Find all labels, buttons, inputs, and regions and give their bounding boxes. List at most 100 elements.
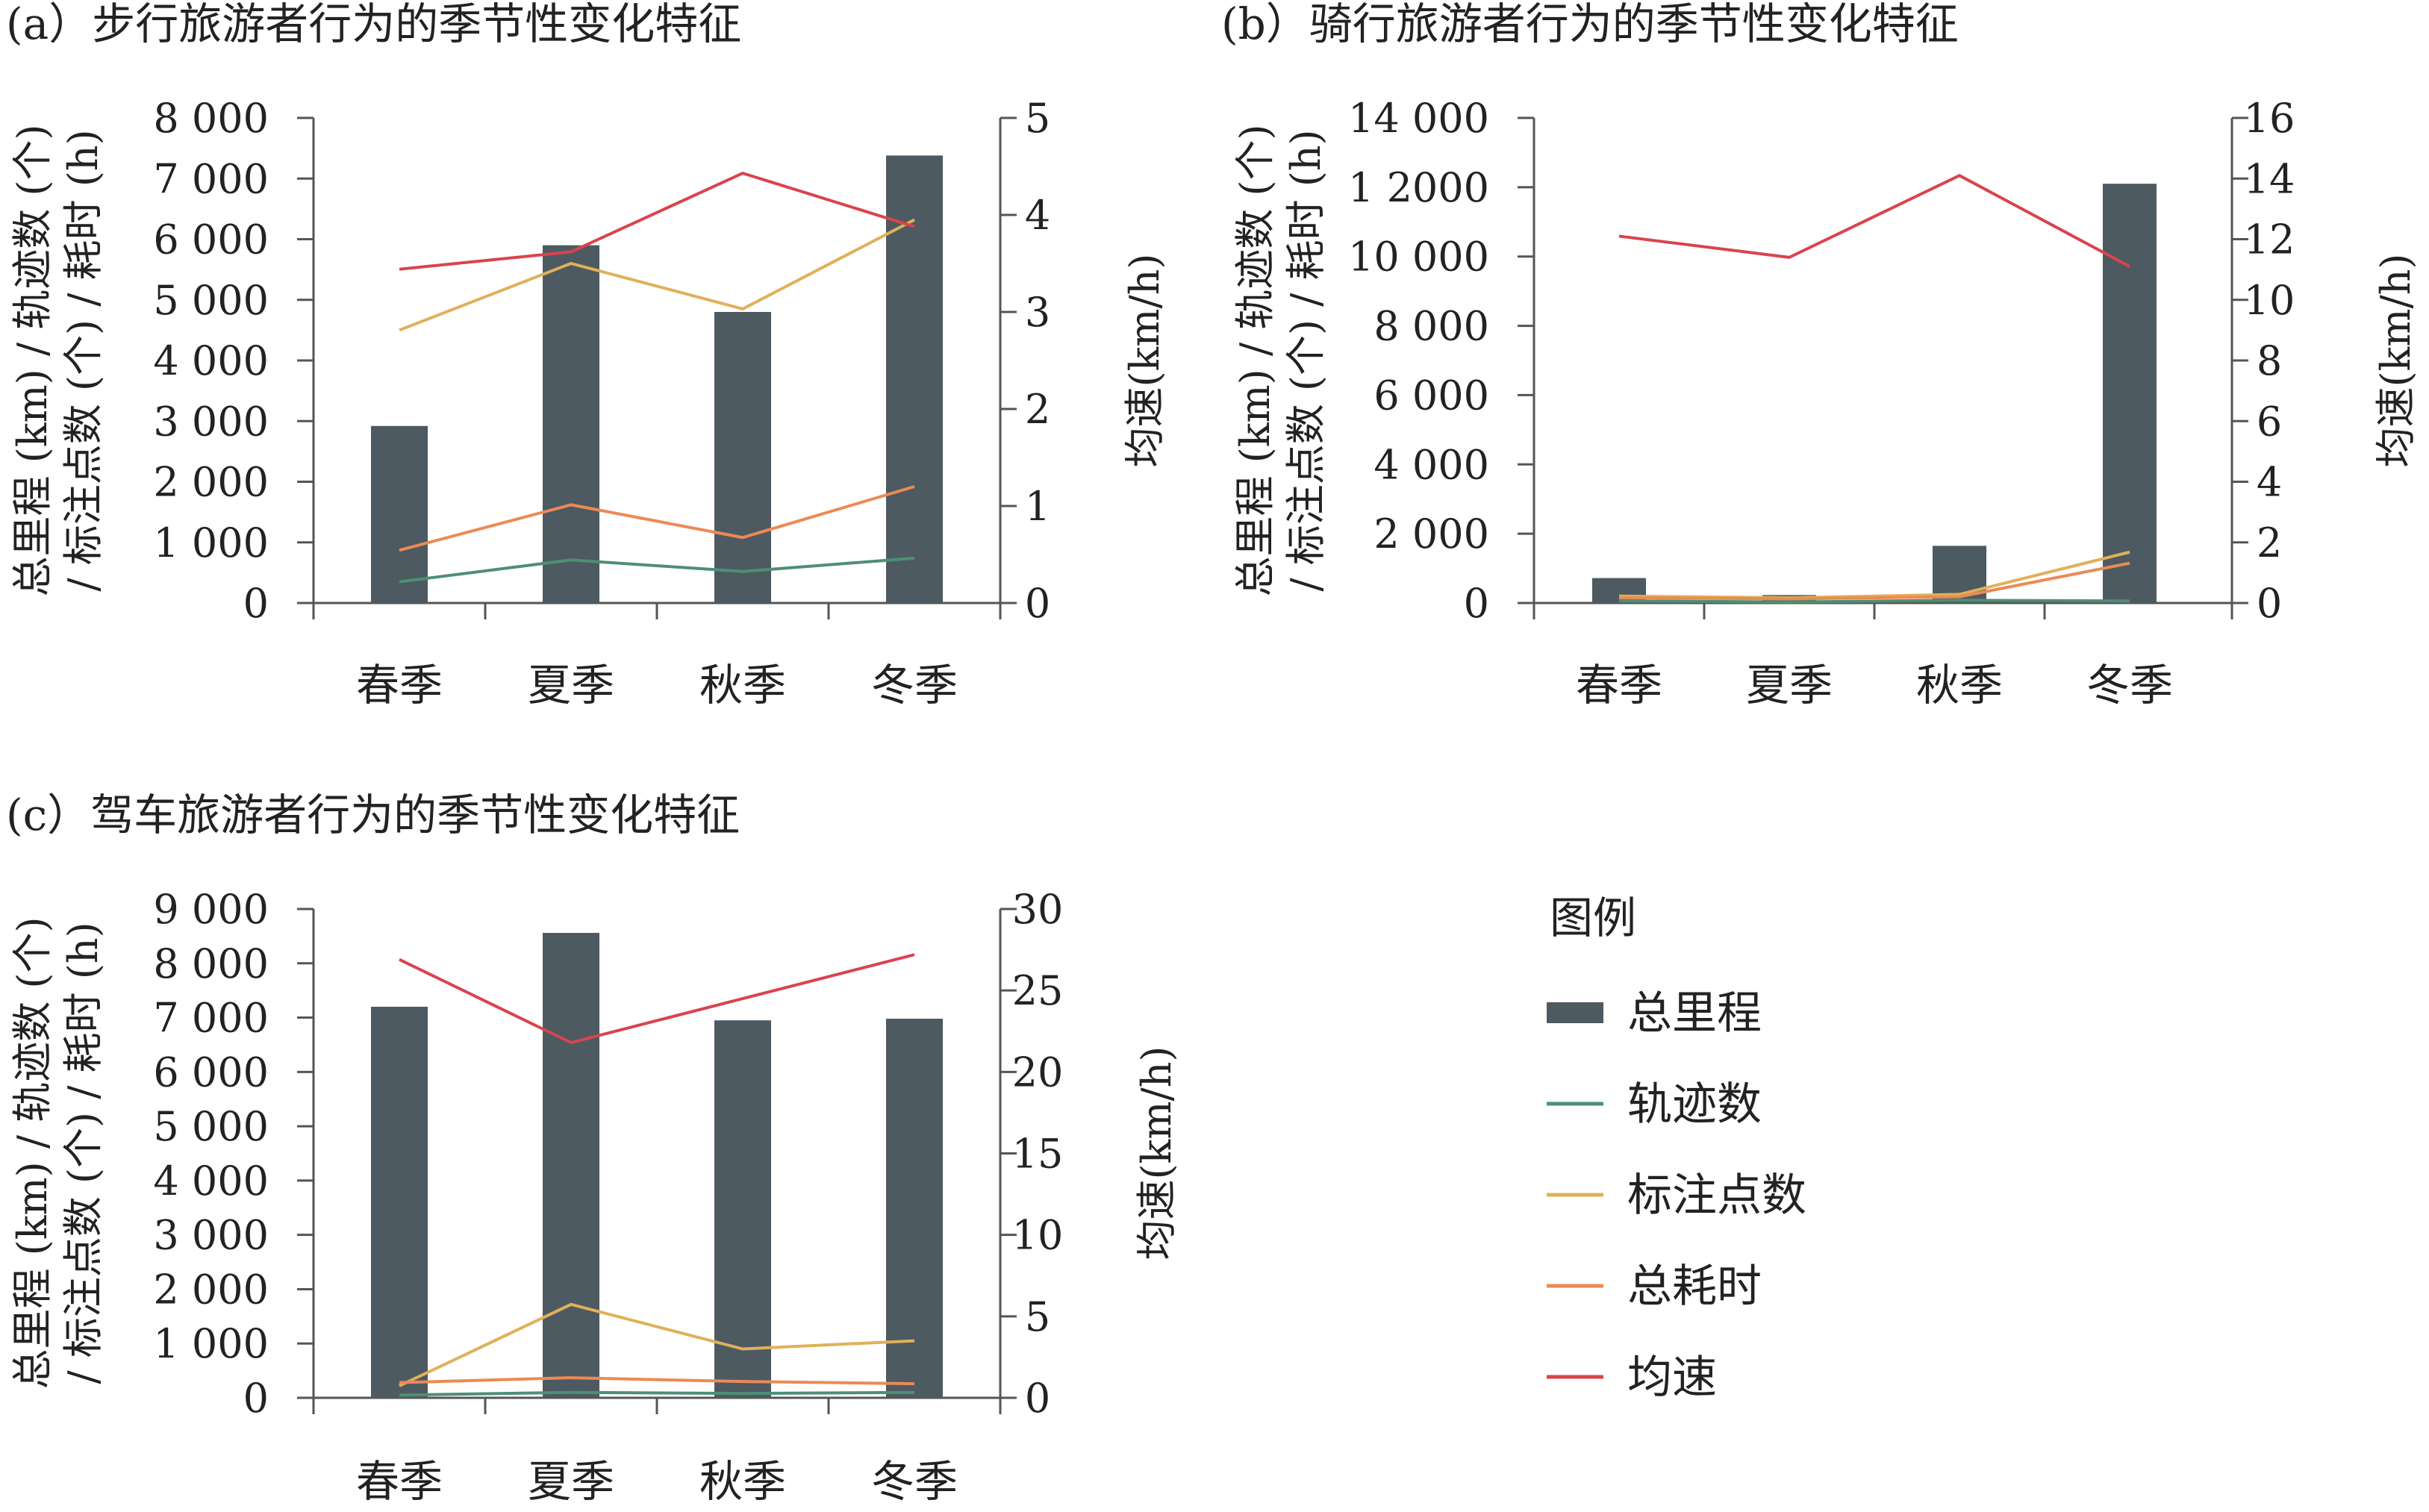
chart-title: (a）步行旅游者行为的季节性变化特征 bbox=[6, 0, 741, 49]
category-label: 夏季 bbox=[528, 1456, 614, 1507]
right-tick-label: 2 bbox=[2257, 519, 2282, 566]
y-left-label: 总里程 (km) / 轨迹数 (个) bbox=[9, 124, 56, 596]
y-right-label: 均速(km/h) bbox=[1133, 1046, 1180, 1260]
left-tick-label: 9 000 bbox=[153, 886, 269, 933]
left-tick-label: 8 000 bbox=[1373, 303, 1489, 350]
legend-label: 总里程 bbox=[1627, 987, 1762, 1040]
right-tick-label: 10 bbox=[1012, 1212, 1064, 1259]
left-tick-label: 1 000 bbox=[153, 519, 269, 566]
bar-total_distance bbox=[371, 425, 428, 603]
y-right-label: 均速(km/h) bbox=[2372, 253, 2419, 467]
category-label: 春季 bbox=[356, 1456, 443, 1507]
bar-total_distance bbox=[2103, 184, 2157, 603]
right-tick-label: 10 bbox=[2244, 277, 2295, 324]
category-label: 冬季 bbox=[871, 1456, 958, 1507]
category-label: 夏季 bbox=[1746, 660, 1833, 710]
left-tick-label: 4 000 bbox=[153, 1158, 269, 1205]
left-tick-label: 0 bbox=[243, 580, 269, 627]
series-line-total_time bbox=[399, 1376, 915, 1386]
left-tick-label: 6 000 bbox=[1373, 372, 1489, 419]
bar-total_distance bbox=[714, 1020, 771, 1398]
chart-panel-a: (a）步行旅游者行为的季节性变化特征 0 1 000 2 000 3 000 4 000 5… bbox=[6, 0, 1168, 710]
series-line-total_time bbox=[399, 485, 915, 552]
y-right-label: 均速(km/h) bbox=[1121, 253, 1168, 467]
category-label: 秋季 bbox=[1916, 660, 2003, 710]
legend-label: 均速 bbox=[1627, 1352, 1717, 1404]
legend-title: 图例 bbox=[1550, 893, 1636, 943]
chart-panel-c: (c）驾车旅游者行为的季节性变化特征 0 1 000 2 000 3 000 4 000 5… bbox=[6, 790, 1180, 1507]
left-tick-label: 1 2000 bbox=[1348, 164, 1489, 211]
right-tick-label: 16 bbox=[2244, 95, 2295, 142]
chart-title: (b）骑行旅游者行为的季节性变化特征 bbox=[1221, 0, 1959, 49]
left-tick-label: 2 000 bbox=[1373, 510, 1489, 557]
y-left-label: / 标注点数 (个) / 耗时 (h) bbox=[1282, 129, 1329, 591]
legend-label: 标注点数 bbox=[1627, 1169, 1806, 1222]
y-left-label: / 标注点数 (个) / 耗时 (h) bbox=[60, 922, 107, 1384]
left-tick-label: 0 bbox=[1464, 580, 1489, 627]
right-tick-label: 14 bbox=[2244, 155, 2295, 202]
category-label: 秋季 bbox=[699, 660, 786, 710]
category-label: 春季 bbox=[356, 660, 443, 710]
y-left-label: 总里程 (km) / 轨迹数 (个) bbox=[9, 916, 56, 1389]
right-tick-label: 0 bbox=[1025, 1375, 1050, 1422]
bar-total_distance bbox=[886, 1019, 943, 1398]
left-tick-label: 1 000 bbox=[153, 1320, 269, 1367]
right-tick-label: 20 bbox=[1012, 1049, 1064, 1096]
series-line-marker_count bbox=[1618, 550, 2130, 600]
series-line-marker_count bbox=[399, 218, 915, 332]
right-tick-label: 4 bbox=[2257, 459, 2282, 506]
right-tick-label: 8 bbox=[2257, 337, 2282, 384]
left-tick-label: 4 000 bbox=[153, 337, 269, 384]
right-tick-label: 5 bbox=[1025, 95, 1050, 142]
category-label: 冬季 bbox=[2086, 660, 2173, 710]
series-line-avg_speed bbox=[399, 953, 915, 1045]
right-tick-label: 4 bbox=[1025, 192, 1050, 239]
left-tick-label: 7 000 bbox=[153, 155, 269, 202]
left-tick-label: 3 000 bbox=[153, 398, 269, 445]
legend-label: 总耗时 bbox=[1627, 1260, 1762, 1313]
legend-item-total_time: 总耗时 bbox=[1547, 1260, 1762, 1313]
left-tick-label: 5 000 bbox=[153, 1103, 269, 1150]
legend-label: 轨迹数 bbox=[1627, 1078, 1762, 1131]
left-tick-label: 2 000 bbox=[153, 459, 269, 506]
category-label: 冬季 bbox=[871, 660, 958, 710]
right-tick-label: 1 bbox=[1025, 483, 1050, 530]
left-tick-label: 8 000 bbox=[153, 95, 269, 142]
right-tick-label: 15 bbox=[1012, 1131, 1064, 1178]
right-tick-label: 0 bbox=[1025, 580, 1050, 627]
series-line-avg_speed bbox=[1618, 174, 2130, 268]
y-left-label: / 标注点数 (个) / 耗时 (h) bbox=[60, 129, 107, 591]
right-tick-label: 3 bbox=[1025, 289, 1050, 336]
legend-item-total_distance: 总里程 bbox=[1547, 987, 1762, 1040]
series-line-total_time bbox=[1618, 561, 2130, 601]
series-line-track_count bbox=[1618, 599, 2130, 604]
chart-title: (c）驾车旅游者行为的季节性变化特征 bbox=[6, 790, 740, 840]
category-label: 夏季 bbox=[528, 660, 614, 710]
right-tick-label: 30 bbox=[1012, 886, 1064, 933]
bar-total_distance bbox=[371, 1007, 428, 1398]
y-left-label: 总里程 (km) / 轨迹数 (个) bbox=[1232, 124, 1279, 596]
right-tick-label: 6 bbox=[2257, 398, 2282, 445]
legend-swatch-bar bbox=[1547, 1002, 1603, 1023]
left-tick-label: 0 bbox=[243, 1375, 269, 1422]
series-line-avg_speed bbox=[399, 172, 915, 271]
left-tick-label: 8 000 bbox=[153, 940, 269, 987]
left-tick-label: 4 000 bbox=[1373, 441, 1489, 488]
bar-total_distance bbox=[543, 933, 599, 1398]
left-tick-label: 6 000 bbox=[153, 1049, 269, 1096]
right-tick-label: 0 bbox=[2257, 580, 2282, 627]
right-tick-label: 2 bbox=[1025, 386, 1050, 433]
left-tick-label: 14 000 bbox=[1348, 95, 1489, 142]
legend-item-track_count: 轨迹数 bbox=[1547, 1078, 1762, 1131]
left-tick-label: 2 000 bbox=[153, 1266, 269, 1313]
series-line-track_count bbox=[399, 1390, 915, 1397]
left-tick-label: 5 000 bbox=[153, 277, 269, 324]
left-tick-label: 7 000 bbox=[153, 995, 269, 1042]
category-label: 春季 bbox=[1576, 660, 1662, 710]
bar-total_distance bbox=[543, 245, 599, 603]
legend-item-avg_speed: 均速 bbox=[1547, 1352, 1717, 1404]
legend-item-marker_count: 标注点数 bbox=[1547, 1169, 1806, 1222]
